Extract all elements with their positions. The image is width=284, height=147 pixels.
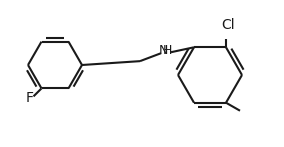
- Text: N: N: [158, 44, 168, 57]
- Text: Cl: Cl: [221, 18, 235, 32]
- Text: H: H: [162, 44, 172, 57]
- Text: F: F: [26, 91, 34, 105]
